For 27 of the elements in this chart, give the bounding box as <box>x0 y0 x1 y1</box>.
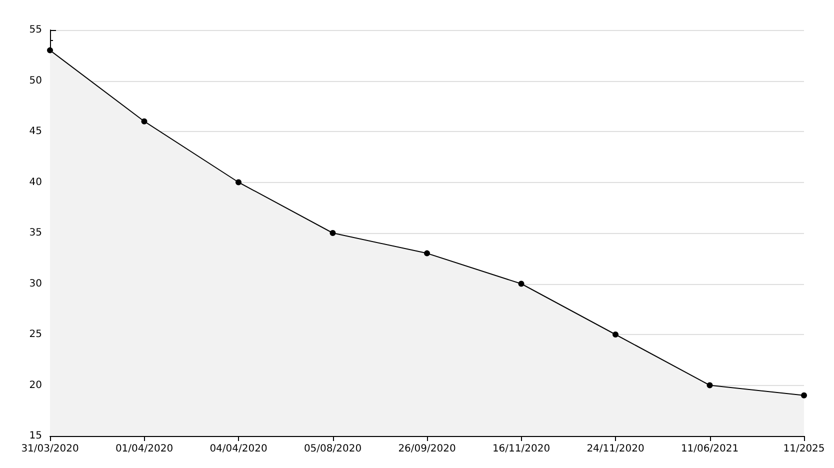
point <box>801 392 807 398</box>
x-tick-label: 11/2025 <box>783 444 825 454</box>
point <box>612 332 618 338</box>
y-tick-label: 45 <box>29 126 42 137</box>
x-tick-label: 31/03/2020 <box>21 444 79 454</box>
point <box>518 280 524 287</box>
x-tick-label: 04/04/2020 <box>210 444 268 454</box>
y-tick-label: 25 <box>29 329 42 340</box>
point <box>47 47 53 54</box>
point <box>706 382 713 388</box>
y-tick-label: 20 <box>29 380 42 391</box>
x-tick-label: 26/09/2020 <box>398 444 456 454</box>
y-tick-label: 30 <box>29 278 42 290</box>
point <box>236 179 242 186</box>
point <box>424 250 430 256</box>
y-tick-label: 55 <box>29 24 42 36</box>
y-tick-label: 50 <box>29 75 42 86</box>
point <box>330 230 336 236</box>
x-tick-label: 01/04/2020 <box>115 444 174 454</box>
y-tick-label: 40 <box>29 176 42 188</box>
y-tick-label: 35 <box>29 228 42 238</box>
x-tick-label: 05/08/2020 <box>304 444 362 454</box>
x-tick-label: 16/11/2020 <box>492 444 550 454</box>
y-tick-label: 15 <box>29 430 42 442</box>
x-tick-label: 24/11/2020 <box>586 444 644 454</box>
x-tick-label: 11/06/2021 <box>680 444 739 454</box>
point <box>141 118 148 124</box>
